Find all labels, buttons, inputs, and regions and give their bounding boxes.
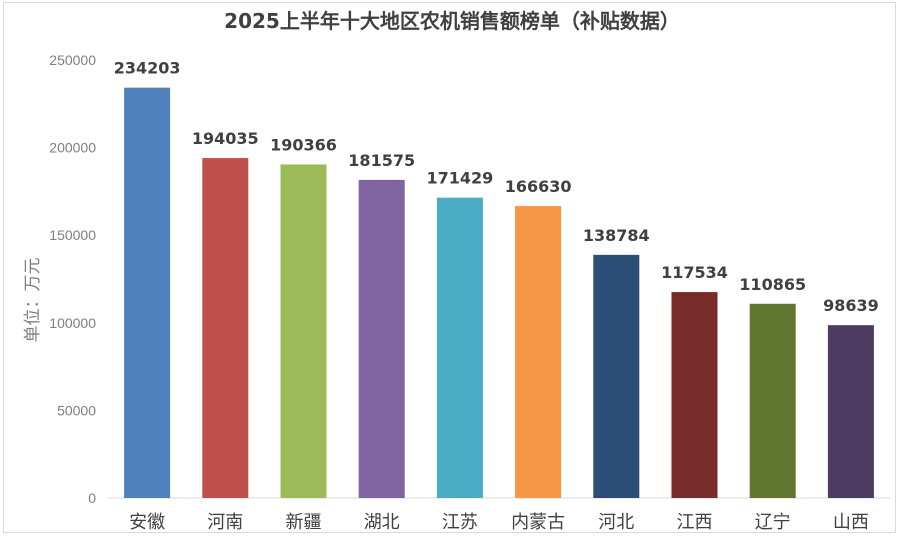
- bar: [749, 303, 796, 498]
- x-tick-label: 新疆: [286, 512, 322, 533]
- y-tick-label: 100000: [49, 315, 96, 331]
- bar: [280, 164, 327, 499]
- data-label: 190366: [270, 135, 337, 154]
- data-label: 171429: [427, 169, 494, 188]
- bar: [436, 197, 483, 499]
- x-tick-label: 江西: [677, 512, 713, 533]
- bar: [358, 179, 405, 498]
- data-label: 117534: [661, 263, 728, 282]
- x-tick-label: 河南: [207, 512, 243, 533]
- bar: [671, 292, 718, 498]
- y-tick-label: 200000: [49, 140, 96, 156]
- x-tick-label: 河北: [598, 512, 634, 533]
- data-label: 110865: [739, 275, 806, 294]
- bar: [124, 87, 171, 499]
- x-tick-label: 江苏: [442, 512, 478, 533]
- y-tick-labels: 0 50000 100000 150000 200000 250000: [49, 52, 96, 506]
- x-tick-label: 内蒙古: [511, 512, 565, 533]
- chart-frame: [3, 2, 896, 533]
- chart-title: 2025上半年十大地区农机销售额榜单（补贴数据）: [224, 9, 680, 33]
- x-tick-label: 安徽: [129, 512, 165, 533]
- bar: [202, 158, 249, 499]
- y-tick-label: 0: [88, 490, 96, 506]
- y-tick-label: 50000: [57, 402, 96, 418]
- x-tick-label: 山西: [833, 512, 869, 533]
- data-label: 181575: [348, 151, 415, 170]
- y-axis-label: 单位：万元: [23, 258, 43, 343]
- bars: [124, 87, 874, 499]
- y-tick-label: 250000: [49, 52, 96, 68]
- bar: [593, 254, 640, 498]
- data-label: 234203: [114, 59, 181, 78]
- x-tick-labels: 安徽 河南 新疆 湖北 江苏 内蒙古 河北 江西 辽宁 山西: [129, 512, 869, 533]
- x-tick-label: 湖北: [364, 512, 400, 533]
- data-labels: 234203 194035 190366 181575 171429 166630 1387…: [114, 59, 879, 316]
- bar: [515, 206, 562, 498]
- data-label: 166630: [505, 177, 572, 196]
- data-label: 194035: [192, 129, 259, 148]
- data-label: 98639: [823, 296, 879, 315]
- y-tick-label: 150000: [49, 227, 96, 243]
- x-tick-label: 辽宁: [755, 512, 791, 533]
- bar: [827, 325, 874, 498]
- data-label: 138784: [583, 226, 650, 245]
